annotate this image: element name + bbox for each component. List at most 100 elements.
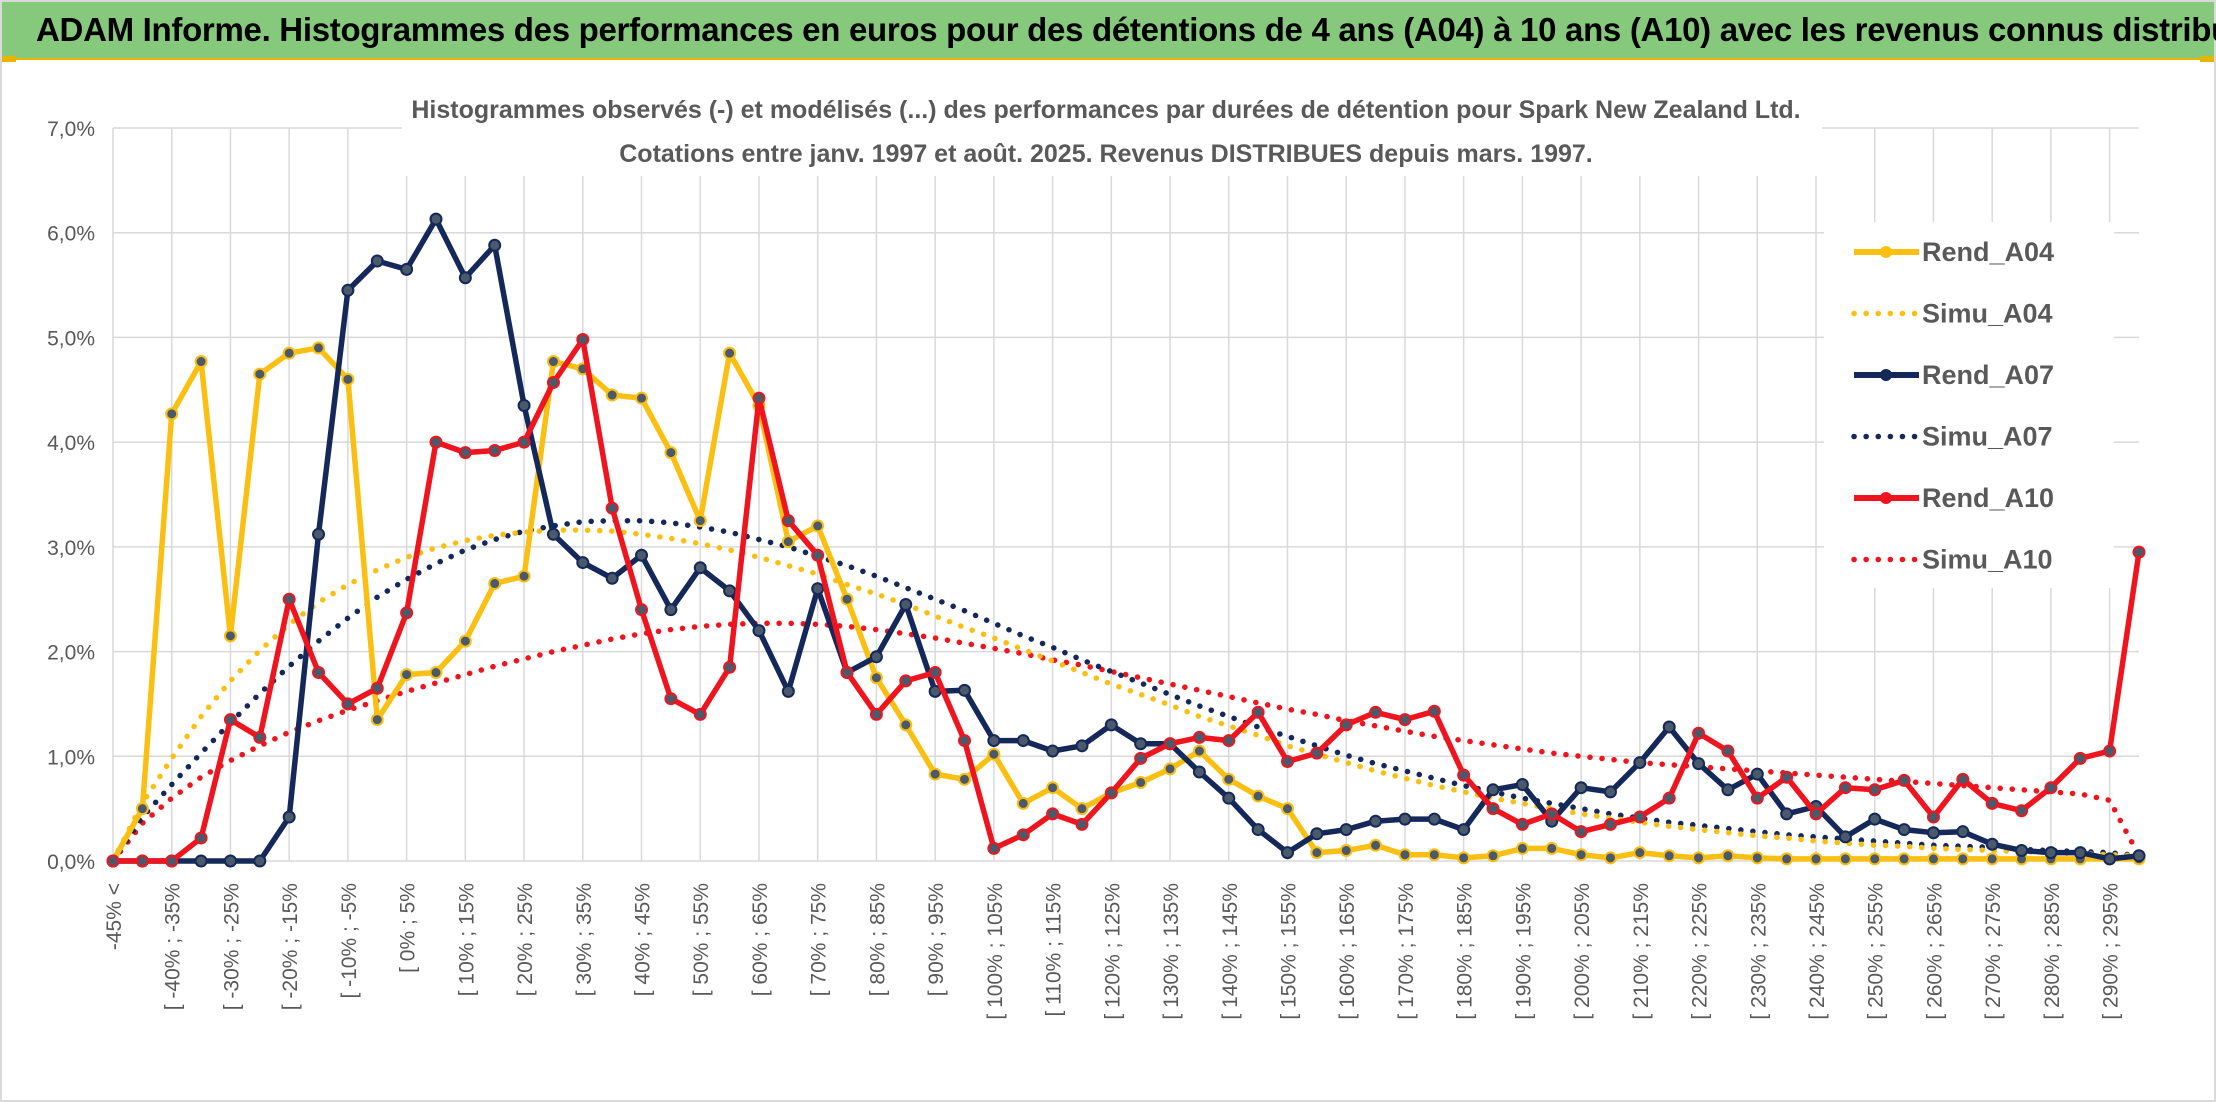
title-backdrop [402,84,1822,176]
data-point-rend_a04 [723,346,737,360]
data-point-rend_a04 [370,713,384,727]
data-point-rend_a10 [1251,705,1265,719]
data-point-rend_a04 [429,666,443,680]
data-point-rend_a07 [341,283,355,297]
data-point-rend_a10 [723,660,737,674]
y-tick-label: 1,0% [47,746,95,769]
chart-subtitle: Cotations entre janv. 1997 et août. 2025… [619,140,1593,168]
data-point-rend_a07 [1251,823,1265,837]
data-point-rend_a10 [458,446,472,460]
data-point-rend_a07 [1633,756,1647,770]
data-point-rend_a07 [2103,852,2117,866]
series-simu_a07 [110,517,2142,864]
data-point-rend_a04 [1809,852,1823,866]
data-point-rend_a04 [693,514,707,528]
chart-legend: Rend_A04 Simu_A04 Rend_A07 Simu_A07 Rend_A10… [1824,222,2114,588]
x-tick-label: [ -40% ; -35% [162,883,185,1010]
data-point-rend_a07 [1104,718,1118,732]
data-point-rend_a07 [1457,823,1471,837]
data-point-rend_a04 [1662,849,1676,863]
x-tick-label: [ 220% ; 225% [1689,883,1712,1020]
data-point-rend_a07 [1339,823,1353,837]
data-point-rend_a04 [1780,852,1794,866]
x-tick-label: [ 240% ; 245% [1806,883,1829,1020]
data-point-rend_a10 [1897,773,1911,787]
data-point-rend_a10 [1574,825,1588,839]
data-point-rend_a07 [253,854,267,868]
data-point-rend_a10 [1662,791,1676,805]
y-tick-label: 6,0% [47,223,95,246]
data-point-rend_a10 [1633,810,1647,824]
corner-accent-left [2,56,16,62]
legend-label: Rend_A07 [1922,360,2054,390]
data-point-rend_a10 [1104,786,1118,800]
data-point-rend_a10 [752,391,766,405]
series-rend_a07 [106,212,2146,868]
data-point-rend_a07 [1515,778,1529,792]
data-point-rend_a04 [811,519,825,533]
data-point-rend_a07 [1897,823,1911,837]
data-point-rend_a07 [488,238,502,252]
data-point-rend_a04 [517,569,531,583]
data-point-rend_a10 [1457,768,1471,782]
data-point-rend_a10 [370,681,384,695]
data-point-rend_a07 [1192,765,1206,779]
x-tick-label: [ 120% ; 125% [1101,883,1124,1020]
data-point-rend_a10 [1075,817,1089,831]
data-point-rend_a10 [781,514,795,528]
x-tick-label: [ 160% ; 165% [1336,883,1359,1020]
x-tick-label: [ 130% ; 135% [1160,883,1183,1020]
data-point-rend_a07 [1369,814,1383,828]
data-point-rend_a04 [987,747,1001,761]
data-point-rend_a04 [664,446,678,460]
legend-item-rend_a07: Rend_A07 [1854,360,2054,390]
data-point-rend_a10 [869,707,883,721]
data-point-rend_a10 [1310,746,1324,760]
data-point-rend_a10 [2103,744,2117,758]
data-point-rend_a10 [576,333,590,347]
data-point-rend_a04 [488,577,502,591]
series-line-simu_a07 [110,517,2142,864]
legend-item-rend_a10: Rend_A10 [1854,483,2054,513]
series-line-simu_a10 [110,620,2142,864]
data-point-rend_a04 [1016,796,1030,810]
data-point-rend_a10 [1369,705,1383,719]
y-tick-label: 5,0% [47,327,95,350]
data-point-rend_a04 [1427,848,1441,862]
x-tick-label: [ 90% ; 95% [925,883,948,996]
data-point-rend_a10 [1809,807,1823,821]
data-point-rend_a10 [1427,704,1441,718]
x-tick-label: [ 260% ; 265% [1923,883,1946,1020]
data-point-rend_a07 [370,254,384,268]
data-point-rend_a10 [2073,751,2087,765]
y-tick-label: 0,0% [47,851,95,874]
data-point-rend_a04 [400,668,414,682]
data-point-rend_a10 [223,713,237,727]
x-tick-label: [ 100% ; 105% [984,883,1007,1020]
data-point-rend_a10 [546,375,560,389]
series-line-rend_a10 [113,336,2142,864]
x-tick-label: [ 180% ; 185% [1454,883,1477,1020]
data-point-rend_a07 [429,212,443,226]
data-point-rend_a10 [282,592,296,606]
x-tick-label: [ 10% ; 15% [455,883,478,996]
data-point-rend_a10 [811,548,825,562]
x-tick-label: [ 280% ; 285% [2041,883,2064,1020]
data-point-rend_a10 [605,501,619,515]
chart-gridlines [112,127,2139,862]
x-tick-label: [ 190% ; 195% [1512,883,1535,1020]
x-tick-label: [ 60% ; 65% [749,883,772,996]
data-point-rend_a04 [1868,852,1882,866]
series-line-rend_a07 [113,216,2140,864]
data-point-rend_a07 [987,734,1001,748]
data-point-rend_a07 [517,398,531,412]
data-point-rend_a10 [664,692,678,706]
data-point-rend_a04 [1545,841,1559,855]
data-point-rend_a07 [1075,739,1089,753]
data-point-rend_a04 [605,388,619,402]
data-point-rend_a07 [2132,849,2146,863]
data-point-rend_a07 [693,561,707,575]
data-point-rend_a04 [282,346,296,360]
data-point-rend_a04 [1339,844,1353,858]
